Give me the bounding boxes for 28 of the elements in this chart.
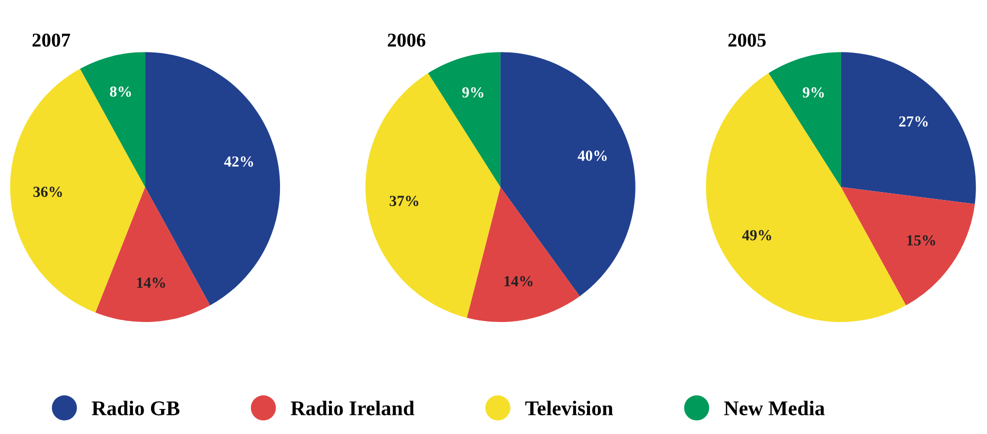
data-label: 40% <box>578 150 607 161</box>
data-label: 27% <box>899 116 928 127</box>
data-label: 14% <box>504 276 532 286</box>
legend-label: Television <box>525 400 614 416</box>
data-label: 15% <box>907 235 936 246</box>
pie-slice <box>428 52 500 188</box>
chart-title: 2005 <box>728 34 766 47</box>
data-label: 37% <box>390 196 418 206</box>
pie-slice <box>840 187 975 306</box>
chart-title: 2007 <box>32 34 70 47</box>
data-label: 9% <box>462 87 484 98</box>
pie-slice <box>365 73 500 318</box>
data-label: 49% <box>742 230 772 240</box>
data-label: 42% <box>224 156 254 167</box>
pie-slice <box>768 52 841 188</box>
pie-slice <box>95 187 210 322</box>
pie-slice <box>500 52 636 296</box>
pie-slice <box>840 52 976 204</box>
data-label: 8% <box>110 86 131 97</box>
data-label: 36% <box>33 186 62 198</box>
legend-label: New Media <box>724 400 825 416</box>
legend-label: Radio Ireland <box>290 400 414 416</box>
pie-slice <box>80 52 146 188</box>
pie-slice <box>466 187 580 322</box>
data-label: 9% <box>802 87 824 98</box>
chart-title: 2006 <box>388 34 426 47</box>
data-label: 14% <box>137 278 166 288</box>
legend-label: Radio GB <box>92 400 180 416</box>
